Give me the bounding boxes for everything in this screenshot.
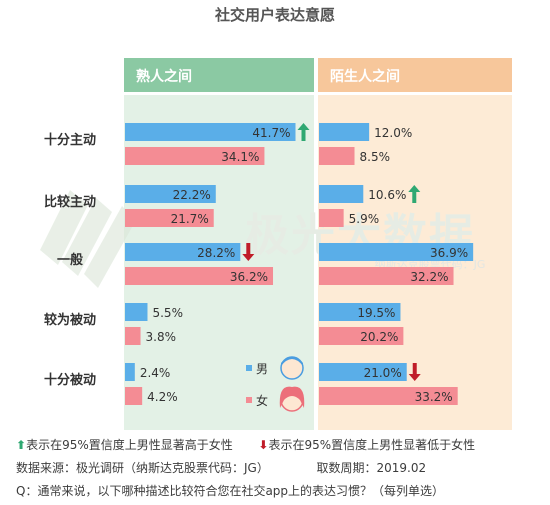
bar-value-label: 12.0%: [374, 126, 412, 140]
bar-value-label: 21.0%: [364, 366, 402, 380]
bar-male: [125, 185, 216, 203]
bar-value-label: 4.2%: [147, 390, 178, 404]
bar-male: [319, 363, 407, 381]
category-label: 比较主动: [44, 194, 96, 210]
bar-male: [319, 243, 474, 261]
bar-value-label: 36.2%: [230, 270, 268, 284]
watermark-logo-stroke: [62, 198, 112, 276]
bar-female: [125, 267, 274, 285]
data-source: 数据来源：极光调研（纳斯达克股票代码：JG）: [16, 461, 269, 475]
watermark-logo-stroke: [84, 206, 136, 288]
bar-value-label: 10.6%: [368, 188, 406, 202]
arrow-down-icon: [408, 363, 421, 381]
bar-female: [125, 209, 214, 227]
bar-value-label: 32.2%: [410, 270, 448, 284]
female-avatar-hair-icon: [279, 386, 305, 408]
watermark-logo: [40, 190, 136, 288]
panel-header-2: [318, 58, 512, 92]
significance-legend: ⬆表示在95%置信度上男性显著高于女性 ⬇表示在95%置信度上男性显著低于女性: [16, 436, 475, 453]
category-label: 十分被动: [44, 372, 96, 388]
arrow-up-icon: ⬆: [16, 438, 27, 452]
bar-value-label: 2.4%: [140, 366, 171, 380]
legend-swatch: [246, 365, 252, 371]
bar-value-label: 5.5%: [152, 306, 183, 320]
category-label: 较为被动: [44, 312, 96, 328]
legend-label: 男: [256, 362, 268, 376]
bar-female: [319, 387, 458, 405]
legend-up-text: 表示在95%置信度上男性显著高于女性: [26, 438, 233, 452]
bar-value-label: 34.1%: [221, 150, 259, 164]
male-avatar-hair-icon: [281, 356, 303, 366]
arrow-up-icon: [408, 185, 421, 203]
legend-label: 女: [256, 393, 268, 408]
arrow-down-icon: ⬇: [258, 438, 269, 452]
bar-male: [319, 303, 401, 321]
bar-male: [319, 185, 364, 203]
legend-down-text: 表示在95%置信度上男性显著低于女性: [268, 438, 476, 452]
arrow-up-icon: [297, 123, 310, 141]
source-line: 数据来源：极光调研（纳斯达克股票代码：JG） 取数周期：2019.02: [16, 459, 426, 476]
bar-value-label: 28.2%: [197, 246, 235, 260]
watermark-logo-stroke: [40, 190, 88, 265]
category-label: 一般: [57, 252, 83, 268]
panel-header-label-1: 熟人之间: [136, 68, 192, 85]
bar-female: [125, 387, 143, 405]
bar-value-label: 8.5%: [360, 150, 391, 164]
bar-male: [125, 243, 241, 261]
bar-female: [125, 327, 141, 345]
bar-male: [125, 303, 148, 321]
bar-value-label: 36.9%: [430, 246, 468, 260]
bar-value-label: 5.9%: [349, 212, 380, 226]
panel-header-1: [124, 58, 314, 92]
bar-female: [319, 147, 355, 165]
arrow-down-icon: [242, 243, 255, 261]
bar-value-label: 41.7%: [252, 126, 290, 140]
bar-value-label: 33.2%: [415, 390, 453, 404]
bar-male: [125, 123, 296, 141]
chart-title: 社交用户表达意愿: [214, 6, 335, 24]
bar-female: [319, 327, 404, 345]
bar-value-label: 22.2%: [173, 188, 211, 202]
survey-question: Q：通常来说，以下哪种描述比较符合您在社交app上的表达习惯？（每列单选）: [16, 484, 445, 498]
bar-male: [125, 363, 135, 381]
bar-value-label: 3.8%: [146, 330, 177, 344]
legend-swatch: [246, 397, 252, 403]
data-period: 取数周期：2019.02: [316, 461, 427, 475]
bar-value-label: 21.7%: [171, 212, 209, 226]
category-label: 十分主动: [44, 132, 96, 148]
bar-female: [319, 267, 454, 285]
bar-value-label: 19.5%: [357, 306, 395, 320]
bar-value-label: 20.2%: [360, 330, 398, 344]
bar-male: [319, 123, 370, 141]
bar-female: [319, 209, 344, 227]
panel-header-label-2: 陌生人之间: [330, 68, 400, 85]
bar-female: [125, 147, 265, 165]
